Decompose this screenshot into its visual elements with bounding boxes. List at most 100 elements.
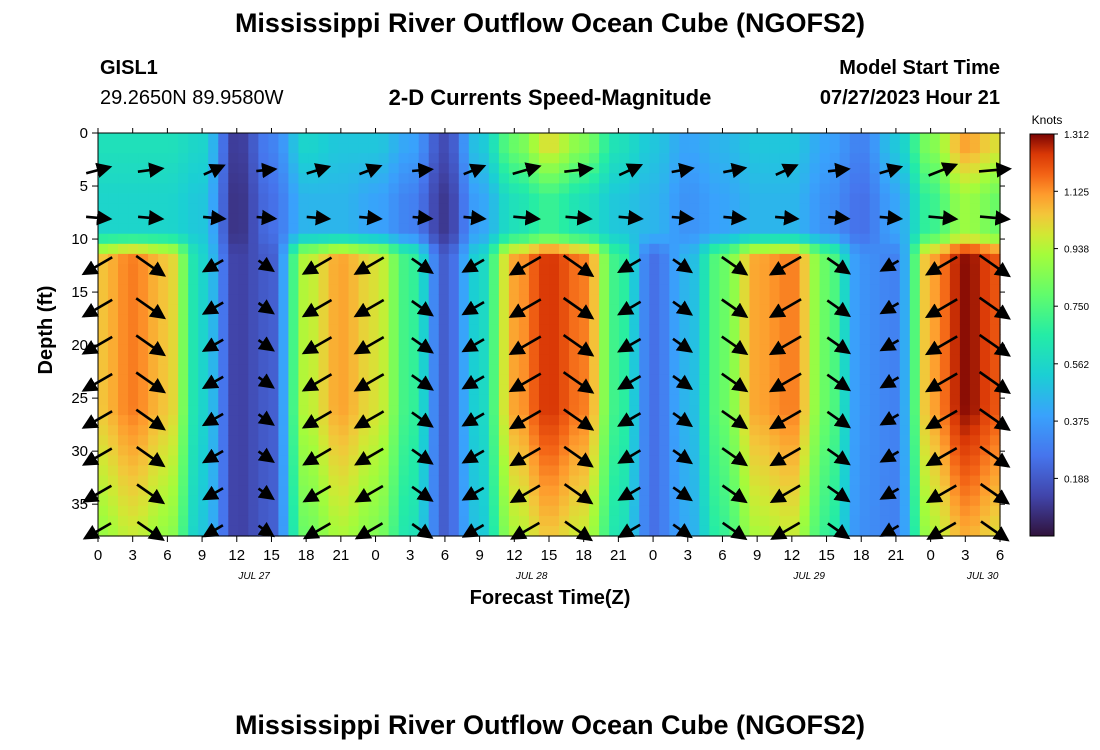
current-vector-arrow <box>723 209 748 226</box>
heatmap-cell <box>128 354 139 366</box>
heatmap-cell <box>949 415 961 426</box>
heatmap-cell <box>388 364 400 376</box>
heatmap-cell <box>559 364 570 376</box>
heatmap-cell <box>348 314 360 326</box>
heatmap-cell <box>799 465 811 477</box>
heatmap-cell <box>498 405 510 416</box>
heatmap-cell <box>218 364 229 376</box>
heatmap-cell <box>699 334 710 346</box>
heatmap-cell <box>368 324 380 336</box>
heatmap-cell <box>729 133 741 144</box>
heatmap-cell <box>939 153 951 164</box>
heatmap-cell <box>98 394 109 406</box>
heatmap-cell <box>559 455 570 467</box>
heatmap-cell <box>569 314 580 326</box>
heatmap-cell <box>128 243 139 255</box>
heatmap-cell <box>448 465 460 477</box>
heatmap-cell <box>909 344 921 356</box>
heatmap-cell <box>138 193 149 205</box>
heatmap-cell <box>709 143 720 154</box>
heatmap-cell <box>138 233 149 245</box>
heatmap-cell <box>929 505 941 517</box>
heatmap-cell <box>428 263 440 275</box>
heatmap-cell <box>538 233 550 245</box>
heatmap-cell <box>559 253 570 265</box>
heatmap-cell <box>258 173 269 184</box>
heatmap-cell <box>749 173 761 184</box>
heatmap-cell <box>899 183 911 195</box>
heatmap-cell <box>428 163 440 174</box>
heatmap-cell <box>118 233 129 245</box>
heatmap-cell <box>328 384 340 396</box>
heatmap-cell <box>879 193 891 205</box>
heatmap-cell <box>959 163 971 174</box>
heatmap-cell <box>498 304 510 315</box>
heatmap-cell <box>248 495 259 507</box>
heatmap-cell <box>478 485 490 497</box>
heatmap-cell <box>528 133 540 144</box>
heatmap-cell <box>178 223 189 235</box>
heatmap-cell <box>889 223 901 235</box>
heatmap-cell <box>398 485 410 497</box>
current-vector-arrow <box>672 411 694 428</box>
heatmap-cell <box>318 384 330 396</box>
heatmap-cell <box>98 334 109 346</box>
x-tick-label: 0 <box>926 547 934 564</box>
heatmap-cell <box>739 405 751 416</box>
heatmap-cell <box>759 163 771 174</box>
heatmap-cell <box>869 455 881 467</box>
heatmap-cell <box>629 344 640 356</box>
heatmap-cell <box>899 243 911 255</box>
heatmap-cell <box>298 233 310 245</box>
heatmap-cell <box>248 183 259 195</box>
current-vector-arrow <box>928 162 959 177</box>
heatmap-cell <box>538 143 550 154</box>
heatmap-cell <box>168 364 179 376</box>
heatmap-cell <box>869 405 881 416</box>
heatmap-cell <box>829 394 841 406</box>
heatmap-cell <box>809 223 821 235</box>
x-tick-label: 3 <box>129 547 137 564</box>
heatmap-cell <box>719 515 730 527</box>
heatmap-cell <box>528 455 540 467</box>
heatmap-cell <box>298 394 310 406</box>
heatmap-cell <box>779 203 791 215</box>
heatmap-cell <box>408 223 420 235</box>
heatmap-cell <box>829 274 841 285</box>
heatmap-cell <box>549 405 560 416</box>
heatmap-cell <box>659 324 670 336</box>
heatmap-cell <box>118 425 129 436</box>
heatmap-cell <box>659 435 670 446</box>
heatmap-cell <box>609 294 620 305</box>
current-vector-arrow <box>721 484 748 504</box>
heatmap-cell <box>328 284 340 295</box>
heatmap-cell <box>98 143 109 154</box>
heatmap-cell <box>949 525 961 537</box>
heatmap-cell <box>969 203 981 215</box>
heatmap-cell <box>508 153 520 164</box>
heatmap-cell <box>809 183 821 195</box>
heatmap-cell <box>899 304 911 315</box>
heatmap-cell <box>689 203 700 215</box>
heatmap-cell <box>218 324 229 336</box>
heatmap-cell <box>258 354 269 366</box>
heatmap-cell <box>719 153 730 164</box>
heatmap-cell <box>569 213 580 225</box>
heatmap-cell <box>689 384 700 396</box>
heatmap-cell <box>849 263 861 275</box>
heatmap-cell <box>428 435 440 446</box>
heatmap-cell <box>609 445 620 456</box>
heatmap-cell <box>278 233 290 245</box>
heatmap-cell <box>108 354 119 366</box>
heatmap-cell <box>869 284 881 295</box>
heatmap-cell <box>799 294 811 305</box>
heatmap-cell <box>208 133 219 144</box>
heatmap-cell <box>378 475 390 487</box>
heatmap-cell <box>849 505 861 517</box>
heatmap-cell <box>208 495 219 507</box>
heatmap-cell <box>619 495 630 507</box>
heatmap-cell <box>919 163 931 174</box>
heatmap-cell <box>438 425 450 436</box>
heatmap-cell <box>739 374 751 386</box>
heatmap-cell <box>398 425 410 436</box>
